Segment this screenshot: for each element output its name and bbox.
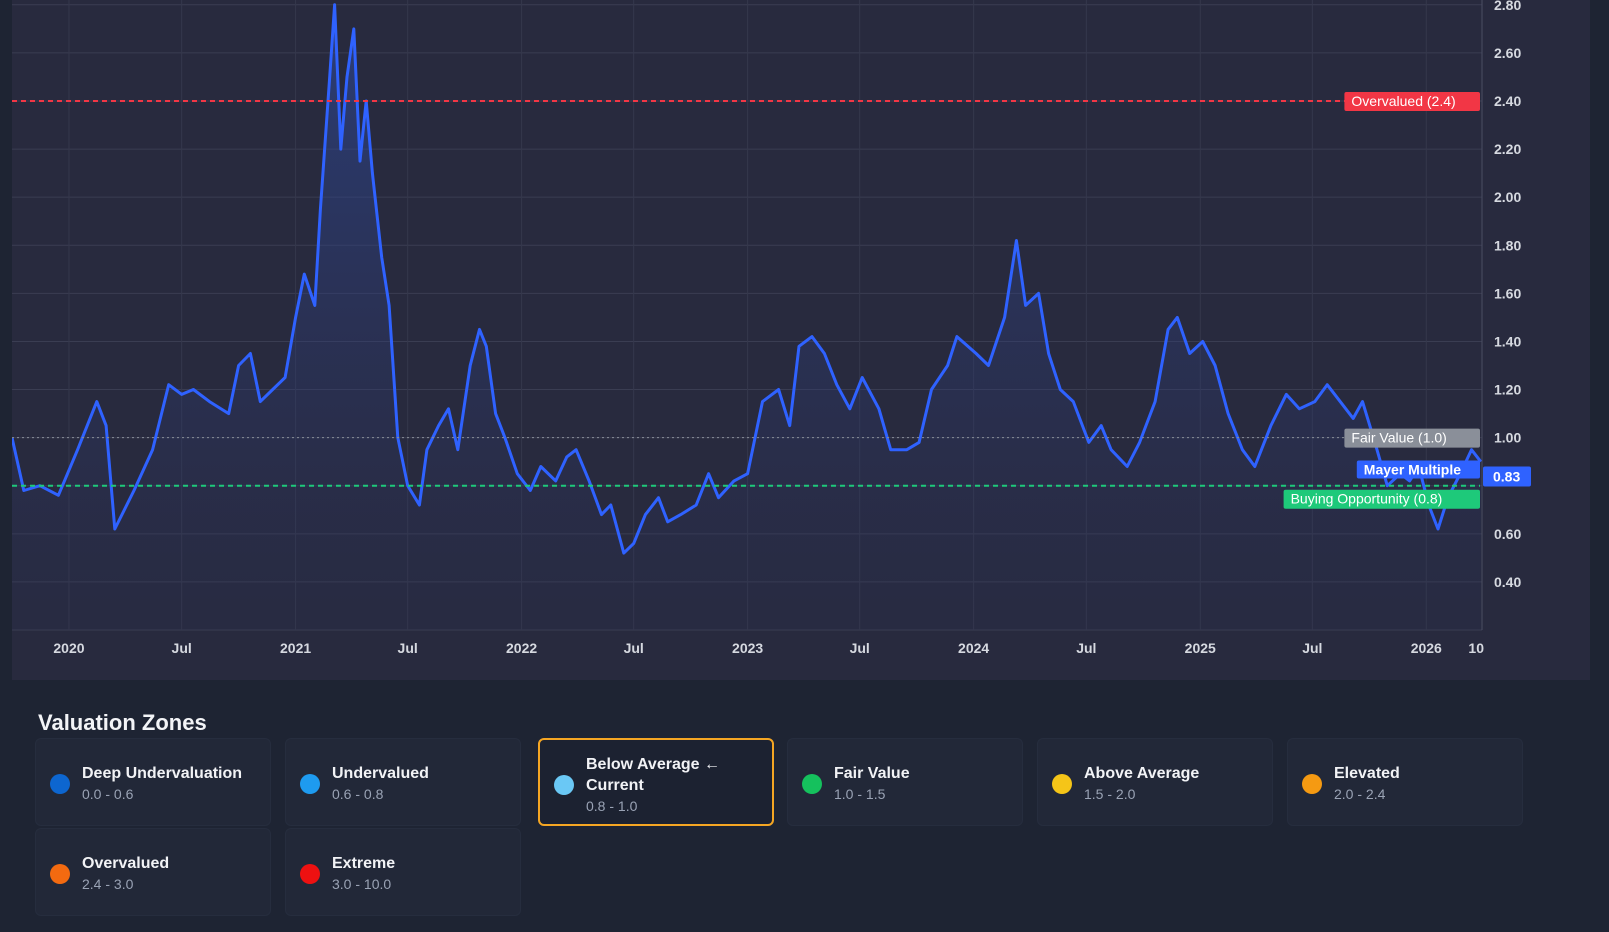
reference-label-box	[1283, 489, 1480, 509]
y-tick-label: 2.80	[1494, 0, 1521, 13]
current-series-label: Mayer Multiple	[1364, 462, 1461, 478]
current-value-box	[1483, 466, 1531, 487]
y-tick-label: 1.60	[1494, 285, 1521, 301]
zone-text: Deep Undervaluation 0.0 - 0.6	[82, 763, 266, 802]
x-tick-label: 2023	[732, 640, 763, 656]
zone-range: 2.4 - 3.0	[82, 876, 134, 892]
y-tick-label: 1.80	[1494, 237, 1521, 253]
zone-color-dot	[1302, 774, 1322, 794]
x-tick-label: 2022	[506, 640, 537, 656]
zone-range: 2.0 - 2.4	[1334, 786, 1386, 802]
zone-range: 3.0 - 10.0	[332, 876, 392, 892]
mayer-multiple-chart[interactable]: Overvalued (2.4) Fair Value (1.0) Buying O…	[12, 0, 1590, 680]
zone-name: Deep Undervaluation	[82, 765, 243, 782]
zone-range: 0.8 - 1.0	[586, 798, 638, 814]
x-tick-label: Jul	[1302, 640, 1322, 656]
zone-text: Undervalued 0.6 - 0.8	[332, 763, 516, 802]
y-tick-label: 2.40	[1494, 93, 1521, 109]
y-tick-label: 0.40	[1494, 574, 1521, 590]
zone-color-dot	[300, 774, 320, 794]
x-tick-label: 2024	[958, 640, 989, 656]
zone-card[interactable]: Fair Value 1.0 - 1.5	[787, 738, 1023, 826]
y-tick-label: 1.20	[1494, 382, 1521, 398]
valuation-zones-title: Valuation Zones	[38, 710, 207, 735]
zone-text: Extreme 3.0 - 10.0	[332, 853, 516, 892]
x-tick-label: Jul	[850, 640, 870, 656]
zone-name: Overvalued	[82, 855, 170, 872]
zone-card[interactable]: Undervalued 0.6 - 0.8	[285, 738, 521, 826]
x-tick-label: Jul	[624, 640, 644, 656]
x-tick-label: 2021	[280, 640, 311, 656]
zone-card[interactable]: Above Average 1.5 - 2.0	[1037, 738, 1273, 826]
x-tick-label: Jul	[1076, 640, 1096, 656]
zone-range: 0.0 - 0.6	[82, 786, 134, 802]
x-tick-label: Jul	[172, 640, 192, 656]
y-tick-label: 1.00	[1494, 430, 1521, 446]
zone-text: Above Average 1.5 - 2.0	[1084, 763, 1268, 802]
y-tick-label: 2.00	[1494, 189, 1521, 205]
zone-range: 1.0 - 1.5	[834, 786, 886, 802]
zone-text: Fair Value 1.0 - 1.5	[834, 763, 1018, 802]
zone-color-dot	[300, 864, 320, 884]
reference-label: Fair Value (1.0)	[1351, 430, 1446, 446]
reference-label-box	[1344, 91, 1480, 111]
zone-name: Below Average ← Current	[586, 756, 720, 794]
x-tick-label: 2025	[1185, 640, 1216, 656]
current-label-box	[1356, 460, 1480, 479]
series-line	[12, 3, 1482, 555]
zone-text: Below Average ← Current 0.8 - 1.0	[586, 754, 770, 814]
zone-card[interactable]: Overvalued 2.4 - 3.0	[35, 828, 271, 916]
zone-card[interactable]: Deep Undervaluation 0.0 - 0.6	[35, 738, 271, 826]
x-tick-label: 2026	[1411, 640, 1442, 656]
zone-name: Above Average	[1084, 765, 1200, 782]
x-tick-label: Jul	[398, 640, 418, 656]
x-tick-label: 10	[1468, 640, 1484, 656]
zone-color-dot	[50, 864, 70, 884]
y-tick-label: 1.40	[1494, 333, 1521, 349]
reference-label: Buying Opportunity (0.8)	[1291, 491, 1443, 507]
series-area	[12, 4, 1481, 631]
zone-name: Extreme	[332, 855, 396, 872]
zone-name: Undervalued	[332, 765, 429, 782]
zone-color-dot	[554, 775, 574, 795]
zone-color-dot	[1052, 774, 1072, 794]
zone-name: Elevated	[1334, 765, 1400, 782]
zone-card[interactable]: Extreme 3.0 - 10.0	[285, 828, 521, 916]
zone-color-dot	[50, 774, 70, 794]
reference-label-box	[1344, 428, 1480, 448]
x-tick-label: 2020	[53, 640, 84, 656]
valuation-zones-panel: Valuation Zones Deep Undervaluation 0.0 -…	[0, 680, 1609, 932]
zone-name: Fair Value	[834, 765, 910, 782]
y-tick-label: 0.60	[1494, 526, 1521, 542]
current-value: 0.83	[1493, 469, 1520, 485]
zone-range: 0.6 - 0.8	[332, 786, 384, 802]
chart-canvas[interactable]: Overvalued (2.4) Fair Value (1.0) Buying O…	[12, 0, 1590, 680]
zone-card[interactable]: Below Average ← Current 0.8 - 1.0	[538, 738, 774, 826]
zone-color-dot	[802, 774, 822, 794]
reference-label: Overvalued (2.4)	[1351, 93, 1455, 109]
y-tick-label: 2.60	[1494, 45, 1521, 61]
zone-text: Overvalued 2.4 - 3.0	[82, 853, 266, 892]
zone-range: 1.5 - 2.0	[1084, 786, 1136, 802]
zone-text: Elevated 2.0 - 2.4	[1334, 763, 1518, 802]
y-tick-label: 2.20	[1494, 141, 1521, 157]
zone-card[interactable]: Elevated 2.0 - 2.4	[1287, 738, 1523, 826]
